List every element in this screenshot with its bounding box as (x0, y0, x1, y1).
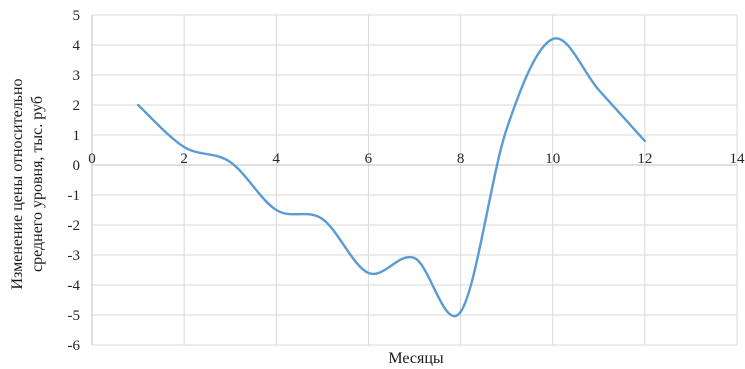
y-tick-label: 3 (73, 68, 81, 84)
y-axis-title: Изменение цены относительно среднего уро… (9, 78, 46, 289)
x-tick-label: 12 (637, 151, 652, 167)
y-tick-label: -5 (68, 308, 81, 324)
y-tick-label: 2 (73, 98, 81, 114)
series-line (136, 37, 647, 317)
y-tick-label: -6 (68, 338, 81, 354)
y-tick-label: -2 (68, 218, 81, 234)
y-tick-label: 4 (73, 38, 81, 54)
x-tick-label: 0 (88, 151, 96, 167)
y-tick-label: -1 (68, 188, 81, 204)
x-tick-label: 14 (730, 151, 745, 167)
y-tick-label: 1 (73, 128, 81, 144)
x-tick-label: 6 (365, 151, 373, 167)
x-tick-label: 4 (273, 151, 281, 167)
axes (91, 15, 737, 345)
x-tick-label: 2 (180, 151, 188, 167)
series-layer (136, 37, 647, 317)
y-axis-title-line-1: Изменение цены относительно (9, 78, 26, 289)
x-axis-title: Месяцы (388, 350, 444, 367)
gridlines (92, 14, 738, 346)
x-tick-label: 8 (457, 151, 465, 167)
x-tick-label: 10 (545, 151, 560, 167)
y-tick-label: -4 (68, 278, 81, 294)
y-tick-label: -3 (68, 248, 81, 264)
y-tick-label: 0 (73, 158, 81, 174)
y-tick-label: 5 (73, 8, 81, 24)
y-axis-title-line-2: среднего уровня, тыс. руб (29, 96, 46, 272)
